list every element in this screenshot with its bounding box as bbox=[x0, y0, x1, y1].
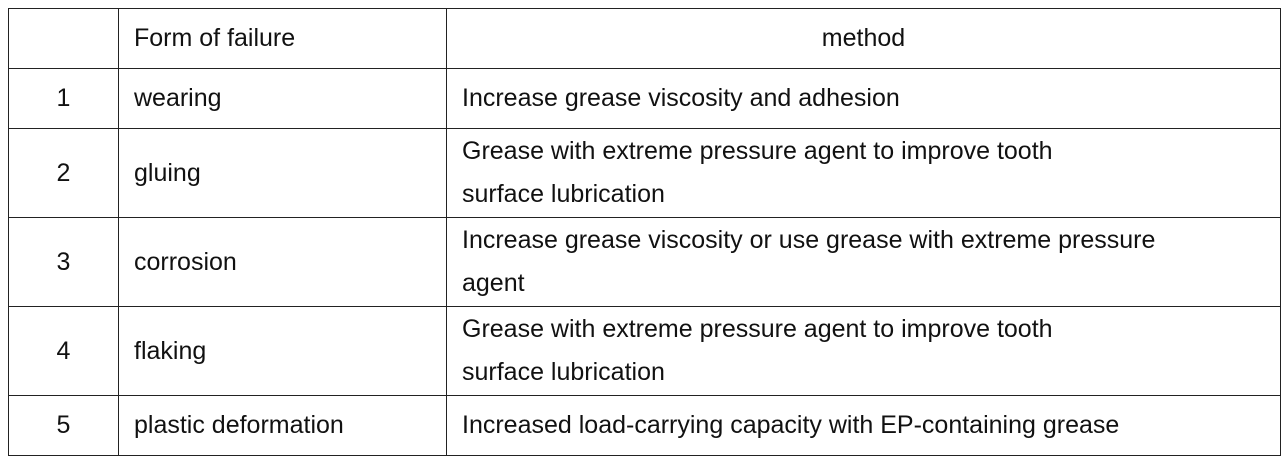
method-line: surface lubrication bbox=[462, 180, 665, 208]
method: Grease with extreme pressure agent to im… bbox=[446, 306, 1281, 396]
method: Grease with extreme pressure agent to im… bbox=[446, 128, 1281, 218]
failure-form: plastic deformation bbox=[118, 395, 447, 456]
method-line: Grease with extreme pressure agent to im… bbox=[462, 315, 1053, 343]
header-row: Form of failure method bbox=[8, 8, 1281, 69]
header-cell bbox=[8, 8, 119, 69]
table-row: 5 plastic deformation Increased load-carry… bbox=[8, 395, 1281, 456]
row-number: 5 bbox=[8, 395, 119, 456]
row-number: 4 bbox=[8, 306, 119, 396]
table-row: 2 gluing Grease with extreme pressure agen… bbox=[8, 128, 1281, 218]
method: Increase grease viscosity or use grease … bbox=[446, 217, 1281, 307]
failure-table: Form of failure method 1 wearing Increase … bbox=[8, 8, 1281, 456]
method-line: surface lubrication bbox=[462, 358, 665, 386]
failure-form: gluing bbox=[118, 128, 447, 218]
table-row: 4 flaking Grease with extreme pressure age… bbox=[8, 306, 1281, 396]
method: Increase grease viscosity and adhesion bbox=[446, 68, 1281, 129]
table-row: 3 corrosion Increase grease viscosity or u… bbox=[8, 217, 1281, 307]
method: Increased load-carrying capacity with EP… bbox=[446, 395, 1281, 456]
method-line: Increase grease viscosity and adhesion bbox=[462, 84, 900, 112]
method-line: agent bbox=[462, 269, 525, 297]
method-line: Increase grease viscosity or use grease … bbox=[462, 226, 1156, 254]
method-line: Grease with extreme pressure agent to im… bbox=[462, 137, 1053, 165]
table-body: Form of failure method 1 wearing Increase … bbox=[8, 8, 1281, 456]
failure-form: flaking bbox=[118, 306, 447, 396]
header-cell: Form of failure bbox=[118, 8, 447, 69]
row-number: 1 bbox=[8, 68, 119, 129]
failure-form: wearing bbox=[118, 68, 447, 129]
failure-form: corrosion bbox=[118, 217, 447, 307]
method-line: Increased load-carrying capacity with EP… bbox=[462, 411, 1120, 439]
row-number: 2 bbox=[8, 128, 119, 218]
header-cell: method bbox=[446, 8, 1281, 69]
table-row: 1 wearing Increase grease viscosity and ad… bbox=[8, 68, 1281, 129]
row-number: 3 bbox=[8, 217, 119, 307]
